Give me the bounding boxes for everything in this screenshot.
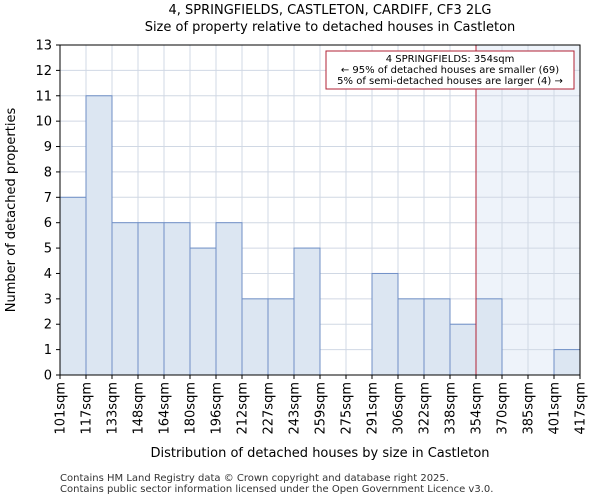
bar [85, 95, 113, 376]
y-tick-label: 11 [35, 89, 52, 104]
y-tick-label: 9 [44, 140, 52, 155]
y-axis-label: Number of detached properties [4, 108, 19, 313]
x-tick-label: 117sqm [80, 382, 95, 435]
x-tick-label: 385sqm [522, 382, 537, 435]
x-tick-label: 306sqm [392, 382, 407, 435]
bar [423, 298, 451, 376]
y-tick-label: 13 [35, 39, 52, 54]
bar [475, 298, 503, 376]
y-tick-label: 1 [44, 343, 52, 358]
x-axis-ticks: 101sqm 117sqm 133sqm 148sqm 164sqm 180sqm 196s… [54, 375, 589, 435]
annotation-line-1: 4 SPRINGFIELDS: 354sqm [386, 54, 515, 65]
x-tick-label: 322sqm [418, 382, 433, 435]
x-tick-label: 196sqm [210, 382, 225, 435]
y-tick-label: 2 [44, 318, 52, 333]
footer-line-2: Contains public sector information licen… [60, 484, 494, 495]
y-tick-label: 0 [44, 369, 52, 384]
x-tick-label: 259sqm [314, 382, 329, 435]
bar [267, 298, 295, 376]
bar [241, 298, 269, 376]
x-axis-label: Distribution of detached houses by size … [150, 446, 489, 461]
x-tick-label: 417sqm [574, 382, 589, 435]
bar [553, 349, 581, 376]
chart-title: 4, SPRINGFIELDS, CASTLETON, CARDIFF, CF3… [169, 3, 492, 18]
bar [189, 247, 217, 376]
annotation-border [325, 50, 575, 90]
y-tick-label: 8 [44, 165, 52, 180]
y-tick-label: 4 [44, 267, 52, 282]
annotation-line-2: ← 95% of detached houses are smaller (69… [341, 65, 559, 76]
x-tick-label: 101sqm [54, 382, 69, 435]
chart-subtitle: Size of property relative to detached ho… [145, 20, 516, 35]
bar [163, 222, 191, 376]
bar [371, 272, 399, 376]
y-tick-label: 6 [44, 216, 52, 231]
annotation-box: 4 SPRINGFIELDS: 354sqm ← 95% of detached… [325, 50, 575, 90]
bar [137, 222, 165, 376]
x-tick-label: 133sqm [106, 382, 121, 435]
bar [59, 196, 87, 376]
bar [215, 222, 243, 376]
x-tick-label: 370sqm [496, 382, 511, 435]
x-tick-label: 148sqm [132, 382, 147, 435]
x-tick-label: 291sqm [366, 382, 381, 435]
x-tick-label: 338sqm [444, 382, 459, 435]
y-tick-label: 3 [44, 292, 52, 307]
x-tick-label: 164sqm [158, 382, 173, 435]
bar [449, 323, 477, 376]
bar [397, 298, 425, 376]
bars [59, 95, 581, 376]
y-tick-label: 12 [35, 64, 52, 79]
x-tick-label: 227sqm [262, 382, 277, 435]
footer-line-1: Contains HM Land Registry data © Crown c… [60, 473, 449, 484]
y-tick-label: 7 [44, 191, 52, 206]
x-tick-label: 243sqm [288, 382, 303, 435]
y-tick-label: 10 [35, 115, 52, 130]
y-tick-label: 5 [44, 242, 52, 257]
x-tick-label: 401sqm [548, 382, 563, 435]
x-tick-label: 354sqm [470, 382, 485, 435]
bar [111, 222, 139, 376]
bar [293, 247, 321, 376]
x-tick-label: 212sqm [236, 382, 251, 435]
annotation-line-3: 5% of semi-detached houses are larger (4… [337, 76, 563, 87]
x-tick-label: 275sqm [340, 382, 355, 435]
x-tick-label: 180sqm [184, 382, 199, 435]
